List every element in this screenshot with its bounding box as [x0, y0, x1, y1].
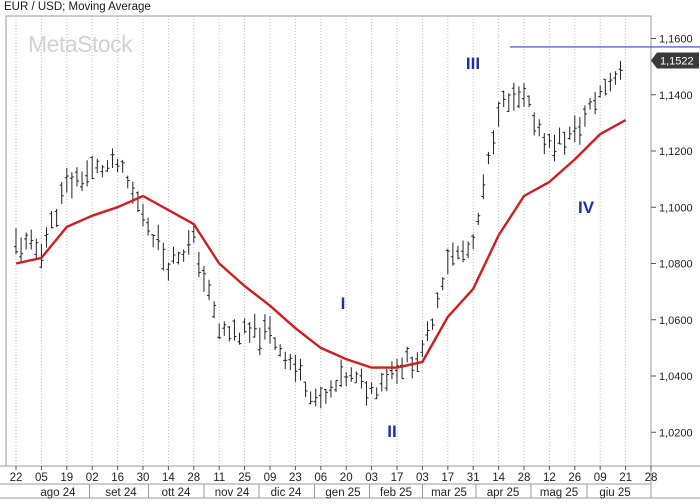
x-tick-label: 28: [518, 472, 531, 484]
x-tick-label: 12: [543, 472, 556, 484]
wave-annotation-1: I: [341, 294, 346, 313]
x-tick-label: 06: [314, 472, 327, 484]
last-price-label: 1,1522: [660, 55, 694, 67]
x-month-label: apr 25: [487, 487, 520, 499]
x-month-label: mag 25: [540, 487, 578, 499]
x-month-label: nov 24: [215, 487, 250, 499]
x-tick-label: 25: [238, 472, 251, 484]
x-tick-label: 09: [264, 472, 277, 484]
x-month-label: ott 24: [162, 487, 191, 499]
x-tick-label: 17: [441, 472, 454, 484]
x-tick-label: 03: [365, 472, 378, 484]
x-month-label: mar 25: [431, 487, 467, 499]
x-tick-label: 23: [289, 472, 302, 484]
x-tick-label: 20: [340, 472, 353, 484]
x-month-label: dic 24: [271, 487, 302, 499]
wave-annotation-4: IV: [578, 198, 595, 217]
x-month-label: set 24: [105, 487, 137, 499]
x-tick-label: 14: [162, 472, 175, 484]
x-tick-label: 14: [492, 472, 505, 484]
last-price-marker: [651, 52, 699, 69]
x-month-label: giu 25: [599, 487, 630, 499]
x-tick-label: 28: [187, 472, 200, 484]
x-tick-label: 16: [111, 472, 124, 484]
y-tick-label: 1,1600: [659, 34, 693, 46]
x-tick-label: 19: [60, 472, 73, 484]
x-tick-label: 17: [391, 472, 404, 484]
price-series: [14, 60, 623, 409]
x-month-label: gen 25: [325, 487, 360, 499]
y-tick-label: 1,0600: [659, 315, 693, 327]
y-tick-label: 1,1200: [659, 146, 693, 158]
y-tick-label: 1,1400: [659, 90, 693, 102]
x-tick-label: 03: [416, 472, 429, 484]
plot-frame: [5, 15, 652, 467]
x-tick-label: 05: [35, 472, 48, 484]
wave-annotation-3: III: [466, 54, 480, 73]
x-month-label: feb 25: [380, 487, 412, 499]
x-tick-label: 28: [645, 472, 658, 484]
x-tick-label: 22: [10, 472, 23, 484]
y-tick-label: 1,1000: [659, 202, 693, 214]
x-tick-label: 02: [86, 472, 99, 484]
wave-annotation-2: II: [387, 422, 396, 441]
x-tick-label: 09: [594, 472, 607, 484]
y-tick-label: 1,0800: [659, 259, 693, 271]
x-month-label: ago 24: [40, 487, 76, 499]
watermark-logo: MetaStock: [28, 31, 133, 57]
y-tick-label: 1,0200: [659, 427, 693, 439]
x-tick-label: 26: [568, 472, 581, 484]
x-tick-label: 30: [137, 472, 150, 484]
x-tick-label: 21: [619, 472, 632, 484]
chart-title: EUR / USD; Moving Average: [4, 1, 151, 13]
x-tick-label: 31: [467, 472, 480, 484]
x-tick-label: 11: [213, 472, 225, 484]
y-tick-label: 1,0400: [659, 371, 693, 383]
